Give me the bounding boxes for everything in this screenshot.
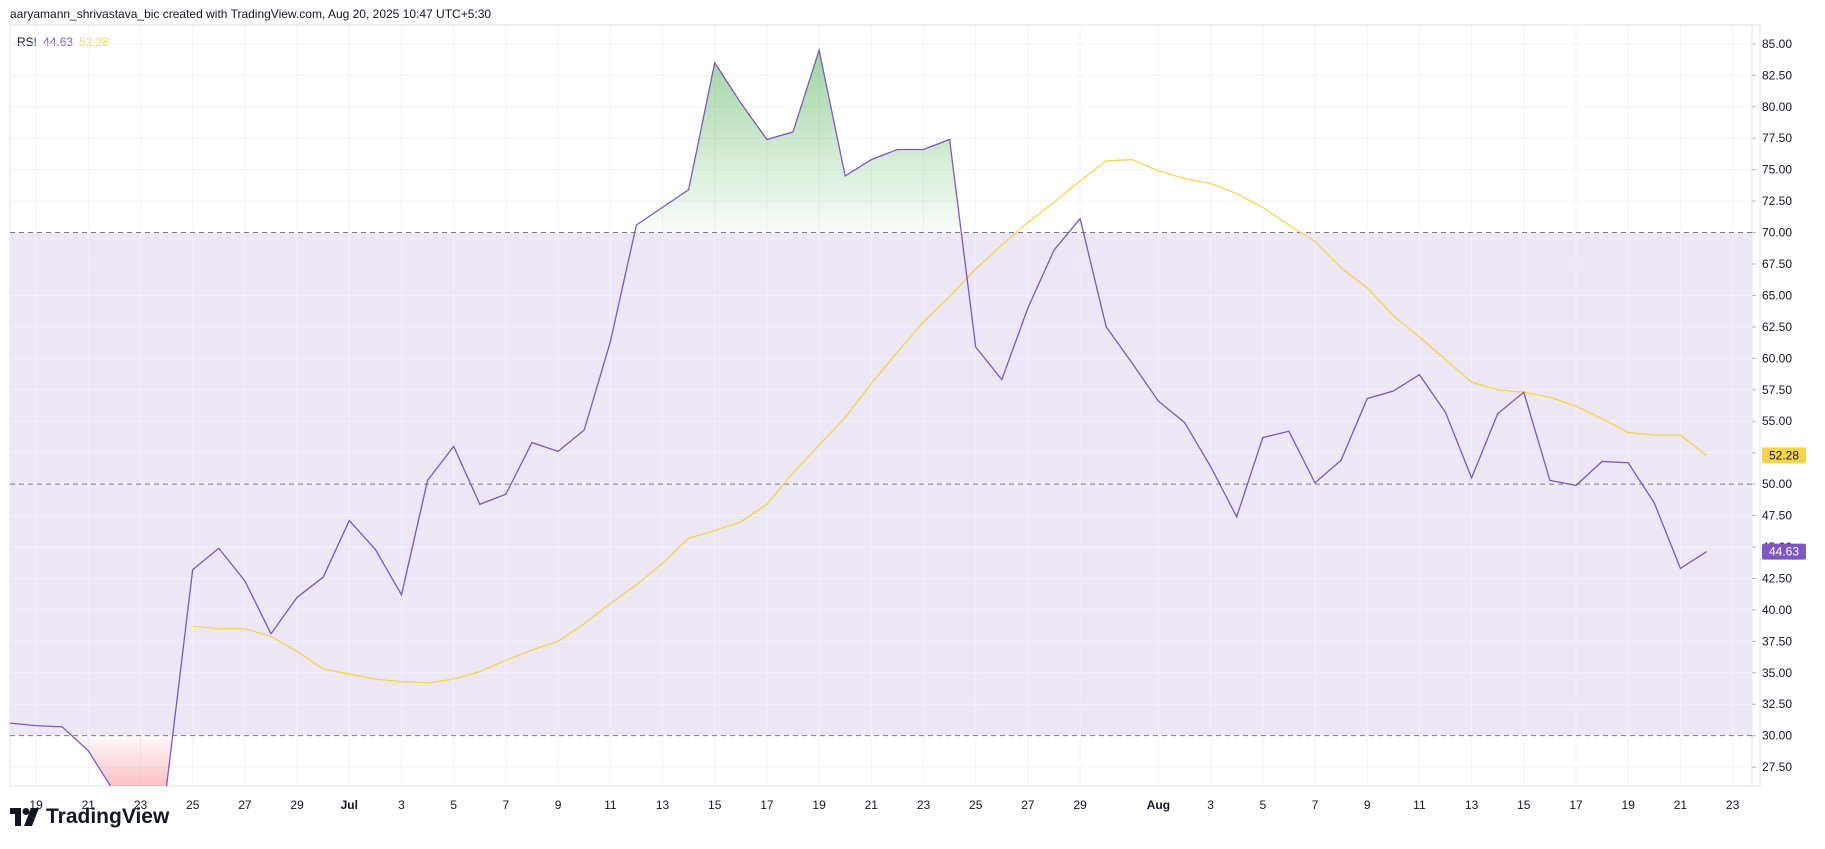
- x-tick-label: Jul: [341, 798, 358, 812]
- x-tick-label: 21: [1674, 798, 1688, 812]
- ma-series-line: [192, 158, 1707, 684]
- x-tick-label: 15: [1517, 798, 1531, 812]
- x-tick-label: 29: [290, 798, 304, 812]
- x-tick-label: 23: [1726, 798, 1740, 812]
- y-tick-label: 77.50: [1762, 131, 1792, 145]
- y-tick-label: 37.50: [1762, 634, 1792, 648]
- legend-ma-value: 52.28: [79, 35, 110, 49]
- x-tick-label: 29: [1073, 798, 1087, 812]
- x-tick-label: 21: [865, 798, 879, 812]
- y-tick-label: 40.00: [1762, 603, 1792, 617]
- x-tick-label: Aug: [1147, 798, 1170, 812]
- rsi-series-line: [10, 47, 1707, 786]
- y-tick-label: 62.50: [1762, 320, 1792, 334]
- ma-last-value-badge: [1762, 447, 1806, 464]
- x-tick-label: 17: [1569, 798, 1583, 812]
- y-tick-label: 85.00: [1762, 37, 1792, 51]
- legend-name: RSI: [17, 35, 38, 49]
- x-tick-label: 11: [604, 798, 617, 812]
- x-tick-label: 5: [1259, 798, 1266, 812]
- y-tick-label: 47.50: [1762, 509, 1792, 523]
- rsi-last-value-label: 44.63: [1769, 545, 1799, 559]
- x-tick-label: 7: [1312, 798, 1319, 812]
- x-tick-label: 27: [1021, 798, 1035, 812]
- y-tick-label: 65.00: [1762, 288, 1792, 302]
- x-tick-label: 19: [812, 798, 826, 812]
- x-tick-label: 25: [186, 798, 200, 812]
- ma-last-value-label: 52.28: [1769, 448, 1799, 462]
- overbought-fill: [10, 50, 1707, 233]
- x-tick-label: 5: [450, 798, 457, 812]
- x-tick-label: 19: [1622, 798, 1636, 812]
- y-tick-label: 70.00: [1762, 226, 1792, 240]
- x-tick-label: 3: [1207, 798, 1214, 812]
- y-tick-label: 82.50: [1762, 68, 1792, 82]
- legend-rsi-value: 44.63: [43, 35, 74, 49]
- y-tick-label: 80.00: [1762, 100, 1792, 114]
- y-tick-label: 50.00: [1762, 477, 1792, 491]
- x-tick-label: 15: [708, 798, 722, 812]
- x-tick-label: 3: [398, 798, 405, 812]
- x-tick-label: 7: [503, 798, 510, 812]
- x-tick-label: 21: [82, 798, 96, 812]
- x-tick-label: 13: [1465, 798, 1479, 812]
- chart-attribution: aaryamann_shrivastava_bic created with T…: [10, 7, 492, 21]
- x-tick-label: 23: [917, 798, 931, 812]
- indicator-legend[interactable]: RSI 44.63 52.28: [17, 35, 109, 49]
- x-tick-label: 11: [1413, 798, 1426, 812]
- y-tick-label: 35.00: [1762, 666, 1792, 680]
- tradingview-logo-icon: [10, 808, 39, 826]
- y-tick-label: 27.50: [1762, 760, 1792, 774]
- x-tick-label: 9: [1364, 798, 1371, 812]
- y-tick-label: 67.50: [1762, 257, 1792, 271]
- y-tick-label: 55.00: [1762, 414, 1792, 428]
- brand-footer: TradingView: [10, 805, 169, 829]
- x-tick-label: 9: [555, 798, 562, 812]
- y-tick-label: 57.50: [1762, 383, 1792, 397]
- y-tick-label: 60.00: [1762, 351, 1792, 365]
- y-tick-label: 30.00: [1762, 729, 1792, 743]
- y-tick-label: 75.00: [1762, 163, 1792, 177]
- y-tick-label: 32.50: [1762, 697, 1792, 711]
- brand-name: TradingView: [46, 805, 170, 828]
- x-tick-label: 27: [238, 798, 252, 812]
- x-tick-label: 23: [134, 798, 148, 812]
- x-tick-label: 13: [656, 798, 670, 812]
- x-tick-label: 17: [760, 798, 774, 812]
- x-tick-label: 25: [969, 798, 983, 812]
- rsi-last-value-badge: [1762, 543, 1806, 560]
- y-tick-label: 42.50: [1762, 571, 1792, 585]
- y-tick-label: 72.50: [1762, 194, 1792, 208]
